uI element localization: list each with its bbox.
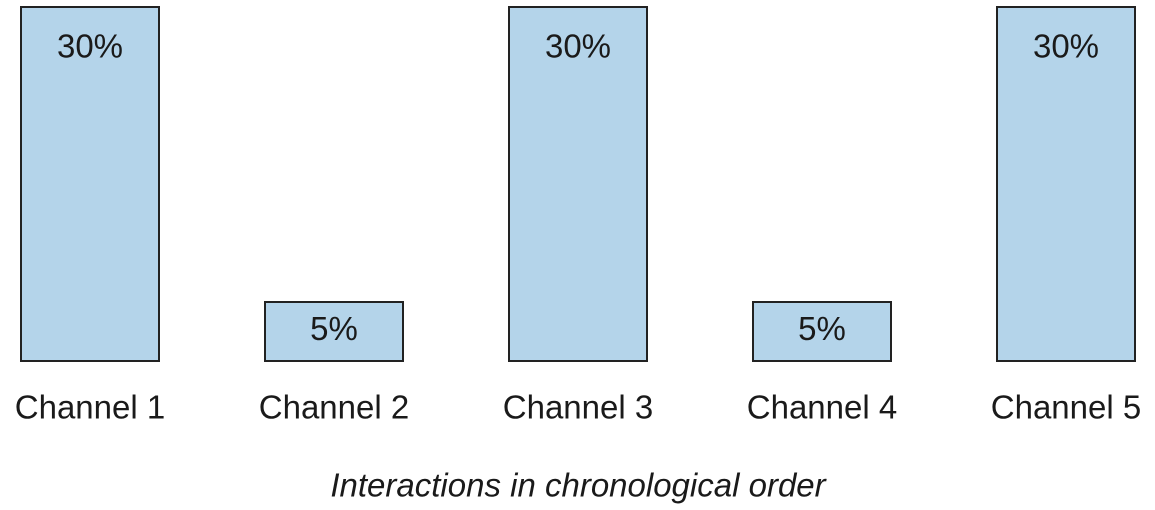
x-tick-label: Channel 2	[259, 389, 409, 426]
x-tick-label: Channel 4	[747, 389, 897, 426]
data-label: 5%	[310, 310, 358, 347]
bar	[264, 301, 404, 362]
bar	[996, 6, 1136, 362]
bar	[20, 6, 160, 362]
data-label: 30%	[545, 28, 611, 65]
x-tick-label: Channel 3	[503, 389, 653, 426]
x-tick-label: Channel 1	[15, 389, 165, 426]
x-tick-label: Channel 5	[991, 389, 1141, 426]
bar	[752, 301, 892, 362]
data-label: 5%	[798, 310, 846, 347]
data-label: 30%	[1033, 28, 1099, 65]
data-label: 30%	[57, 28, 123, 65]
bar	[508, 6, 648, 362]
x-axis-title: Interactions in chronological order	[330, 467, 827, 504]
